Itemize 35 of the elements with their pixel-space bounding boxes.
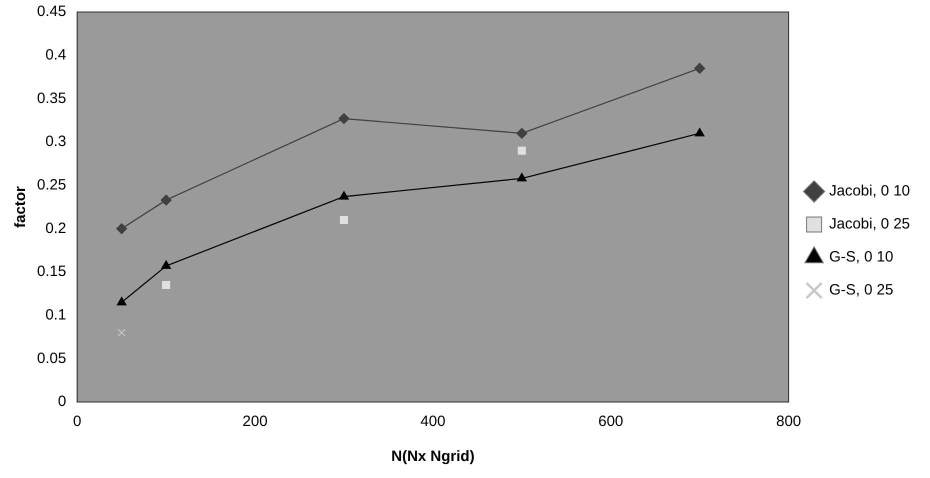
y-axis-title: factor: [12, 186, 30, 228]
y-tick-label: 0.4: [45, 46, 66, 64]
point: [518, 146, 526, 155]
point: [116, 296, 126, 306]
y-tick-label: 0.3: [45, 133, 66, 150]
legend-label: Jacobi, 0 10: [829, 182, 910, 200]
point: [339, 191, 349, 200]
point: [162, 280, 170, 290]
point: [338, 113, 350, 124]
y-tick-label: 0.05: [36, 350, 66, 367]
point: [118, 328, 126, 337]
x-tick-label: 800: [776, 413, 802, 430]
x-axis-title: N(Nx Ngrid): [391, 448, 475, 466]
y-tick-label: 0.15: [36, 263, 66, 280]
x-tick-label: 600: [598, 413, 624, 430]
y-tick-label: 0.25: [36, 176, 66, 194]
legend-label: Jacobi, 0 25: [829, 216, 910, 233]
legend-label: G-S, 0 10: [829, 248, 894, 266]
y-tick-label: 0.35: [36, 90, 66, 107]
point: [516, 128, 528, 139]
y-tick-label: 0: [58, 393, 66, 410]
x-tick-label: 0: [73, 413, 82, 430]
y-tick-label: 0.1: [45, 306, 66, 324]
point: [517, 172, 527, 182]
x-tick-label: 400: [420, 413, 446, 430]
legend-label: G-S, 0 25: [829, 282, 894, 299]
y-tick-label: 0.45: [36, 3, 66, 20]
y-tick-label: 0.2: [45, 220, 66, 237]
point: [694, 62, 706, 74]
point: [160, 194, 172, 206]
point: [340, 216, 348, 224]
point: [694, 128, 705, 136]
x-tick-label: 200: [242, 413, 268, 430]
point: [116, 223, 128, 234]
point: [161, 260, 171, 269]
